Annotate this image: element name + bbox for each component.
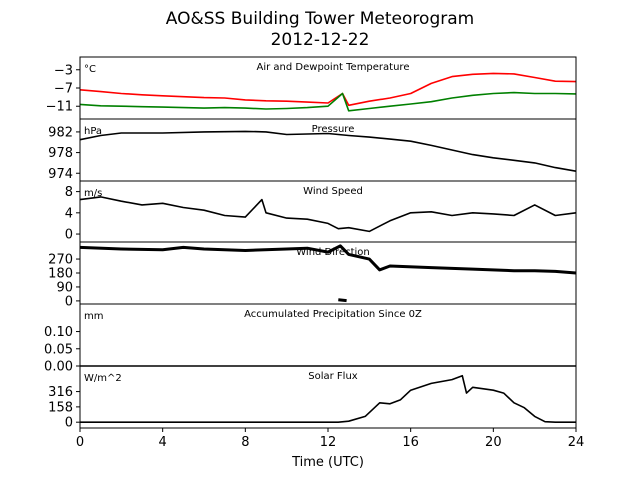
x-tick-label: 12 (320, 435, 337, 450)
panel-pressure: 982 978 974 hPa Pressure (48, 118, 577, 182)
chart-title: AO&SS Building Tower Meteorogram (166, 9, 474, 29)
solar-y-tick-label: 316 (48, 385, 73, 400)
temperature-unit: °C (84, 64, 96, 75)
pressure-y-tick-label: 978 (48, 146, 73, 161)
chart-subtitle: 2012-12-22 (271, 30, 370, 50)
temperature-label: Air and Dewpoint Temperature (257, 62, 410, 73)
wind-direction-y-tick-label: 0 (65, 294, 73, 309)
solar-unit: W/m^2 (84, 373, 122, 384)
x-tick-label: 16 (402, 435, 419, 450)
precipitation-unit: mm (84, 311, 103, 322)
temperature-y-tick-label: −3 (54, 63, 73, 78)
x-tick-label: 24 (568, 435, 585, 450)
wind-speed-label: Wind Speed (303, 186, 363, 197)
wind-direction-label: Wind Direction (296, 247, 370, 258)
wind-speed-series-0 (79, 196, 577, 233)
panel-wind-speed: 8 4 0 m/s Wind Speed (65, 180, 577, 243)
temperature-y-tick-label: −11 (46, 100, 73, 115)
precipitation-y-tick-label: 0.10 (44, 325, 73, 340)
wind-direction-series-1 (338, 298, 347, 303)
temperature-series-1 (79, 91, 577, 112)
temperature-series-0 (79, 72, 577, 107)
wind-speed-y-tick-label: 4 (65, 206, 73, 221)
solar-y-tick-label: 158 (48, 400, 73, 415)
pressure-unit: hPa (84, 126, 102, 137)
pressure-label: Pressure (312, 124, 355, 135)
panel-precipitation: 0.10 0.05 0.00 mm Accumulated Precipitation … (44, 303, 577, 375)
wind-speed-unit: m/s (84, 188, 102, 199)
x-tick-label: 8 (241, 435, 249, 450)
wind-direction-y-tick-label: 90 (56, 280, 73, 295)
panel-temperature: −3 −7 −11 °C Air and Dewpoint Temperature (46, 56, 577, 120)
wind-speed-y-tick-label: 0 (65, 228, 73, 243)
solar-label: Solar Flux (308, 371, 358, 382)
wind-direction-series-0 (79, 244, 577, 275)
temperature-y-tick-label: −7 (54, 82, 73, 97)
pressure-y-tick-label: 974 (48, 167, 73, 182)
precipitation-label: Accumulated Precipitation Since 0Z (244, 309, 422, 320)
solar-series-0 (80, 374, 576, 423)
solar-y-tick-label: 0 (65, 416, 73, 431)
precipitation-y-tick-label: 0.00 (44, 360, 73, 375)
x-axis-label: Time (UTC) (291, 455, 364, 470)
wind-direction-y-tick-label: 270 (48, 253, 73, 268)
pressure-y-tick-label: 982 (48, 125, 73, 140)
precipitation-y-tick-label: 0.05 (44, 342, 73, 357)
x-tick-label: 0 (76, 435, 84, 450)
x-tick-label: 4 (159, 435, 167, 450)
wind-direction-y-tick-label: 180 (48, 267, 73, 282)
pressure-series-0 (79, 130, 577, 172)
wind-speed-y-tick-label: 8 (65, 185, 73, 200)
x-tick-label: 20 (485, 435, 502, 450)
